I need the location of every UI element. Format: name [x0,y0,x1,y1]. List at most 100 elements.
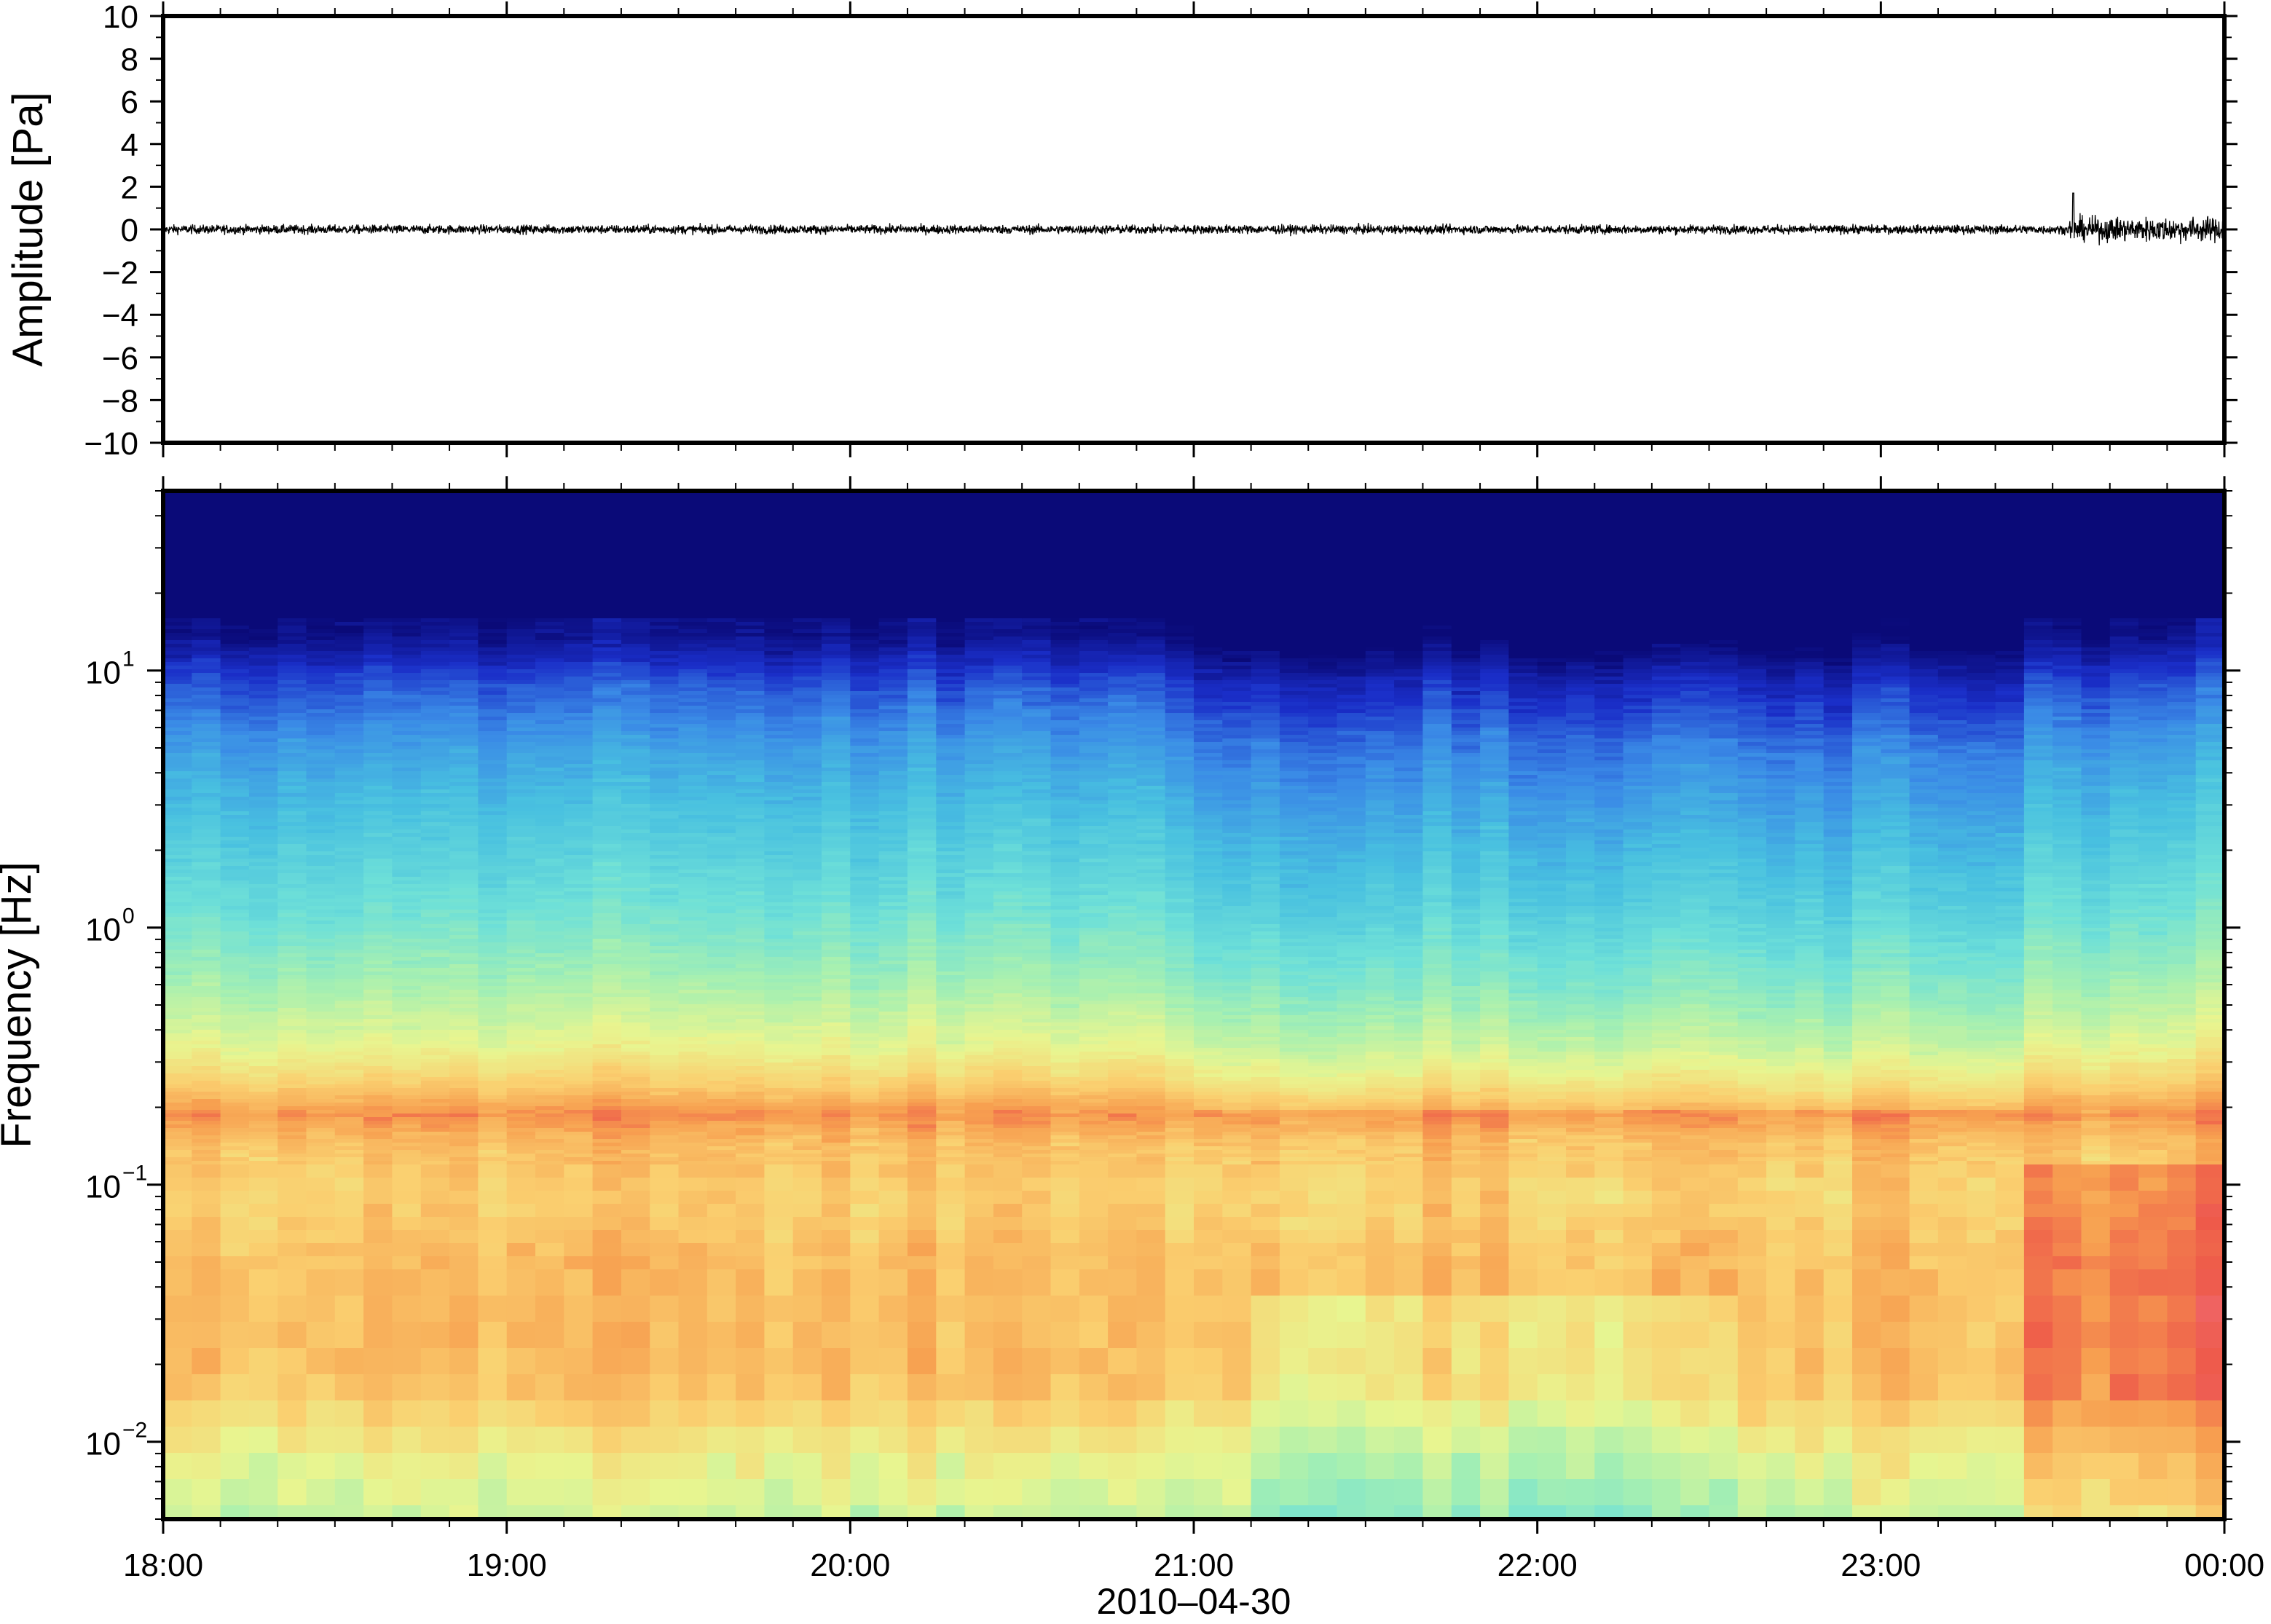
spectrogram-cell [506,1204,536,1218]
spectrogram-cell [363,1146,393,1151]
spectrogram-cell [792,724,822,728]
spectrogram-cell [192,782,221,787]
spectrogram-cell [592,636,622,641]
spectrogram-cell [392,724,422,728]
spectrogram-cell [220,891,250,896]
spectrogram-cell [535,1154,565,1158]
spectrogram-cell [163,819,193,823]
spectrogram-cell [564,851,594,856]
spectrogram-cell [449,575,479,579]
spectrogram-cell [478,564,508,568]
spectrogram-cell [306,913,336,918]
spectrogram-cell [278,677,307,681]
spectrogram-cell [192,1505,221,1519]
spectrogram-cell [764,793,794,797]
spectrogram-cell [736,658,765,663]
spectrogram-cell [278,833,307,837]
spectrogram-cell [621,1084,650,1089]
spectrogram-cell [764,618,794,623]
spectrogram-cell [792,1022,822,1027]
spectrogram-cell [822,728,851,732]
spectrogram-cell [278,1178,307,1191]
spectrogram-cell [621,939,650,943]
spectrogram-cell [564,622,594,626]
spectrogram-cell [248,735,278,739]
spectrogram-cell [420,1191,450,1205]
spectrogram-cell [449,556,479,561]
spectrogram-cell [420,1022,450,1027]
spectrogram-cell [822,560,851,564]
spectrogram-cell [220,1161,250,1165]
spectrogram-cell [392,815,422,819]
spectrogram-cell [535,582,565,586]
spectrogram-cell [535,527,565,532]
spectrogram-cell [248,990,278,994]
spectrogram-cell [822,902,851,907]
spectrogram-cell [192,1070,221,1074]
spectrogram-cell [278,768,307,772]
spectrogram-cell [621,931,650,936]
spectrogram-cell [535,753,565,757]
spectrogram-cell [822,622,851,626]
spectrogram-cell [707,1139,736,1143]
spectrogram-cell [822,950,851,954]
spectrogram-cell [306,1217,336,1231]
spectrogram-cell [334,1427,364,1454]
spectrogram-cell [764,735,794,739]
spectrogram-cell [621,516,650,521]
spectrogram-cell [363,742,393,746]
spectrogram-cell [363,971,393,976]
spectrogram-cell [650,622,680,626]
spectrogram-cell [392,1033,422,1038]
spectrogram-cell [220,902,250,907]
spectrogram-cell [650,1088,680,1092]
spectrogram-cell [764,651,794,655]
spectrogram-cell [220,702,250,706]
spectrogram-cell [392,728,422,732]
spectrogram-cell [192,775,221,779]
spectrogram-cell [420,1154,450,1158]
spectrogram-cell [248,1427,278,1454]
spectrogram-cell [822,596,851,601]
spectrogram-cell [764,819,794,823]
spectrogram-cell [506,753,536,757]
spectrogram-cell [278,771,307,776]
spectrogram-cell [392,702,422,706]
spectrogram-cell [220,975,250,979]
spectrogram-cell [306,771,336,776]
spectrogram-cell [306,622,336,626]
spectrogram-cell [478,1012,508,1016]
spectrogram-cell [650,931,680,936]
spectrogram-cell [363,600,393,604]
spectrogram-cell [363,757,393,761]
spectrogram-cell [278,1033,307,1038]
spectrogram-cell [650,520,680,524]
spectrogram-cell [707,953,736,958]
spectrogram-cell [764,680,794,685]
spectrogram-cell [420,535,450,539]
spectrogram-cell [478,924,508,929]
spectrogram-cell [278,1217,307,1231]
spectrogram-cell [163,1070,193,1074]
spectrogram-cell [678,582,708,586]
spectrogram-cell [506,1106,536,1111]
spectrogram-cell [564,935,594,939]
spectrogram-cell [792,1479,822,1506]
spectrogram-cell [506,615,536,619]
spectrogram-cell [163,593,193,597]
spectrogram-cell [192,717,221,721]
spectrogram-cell [306,582,336,586]
spectrogram-cell [650,953,680,958]
spectrogram-cell [420,680,450,685]
spectrogram-cell [220,520,250,524]
spectrogram-cell [650,505,680,510]
spectrogram-cell [248,1015,278,1020]
spectrogram-cell [764,910,794,914]
spectrogram-cell [278,702,307,706]
spectrogram-cell [363,884,393,888]
spectrogram-cell [278,939,307,943]
spectrogram-cell [478,640,508,645]
spectrogram-cell [163,586,193,590]
spectrogram-cell [592,611,622,615]
spectrogram-cell [506,924,536,929]
